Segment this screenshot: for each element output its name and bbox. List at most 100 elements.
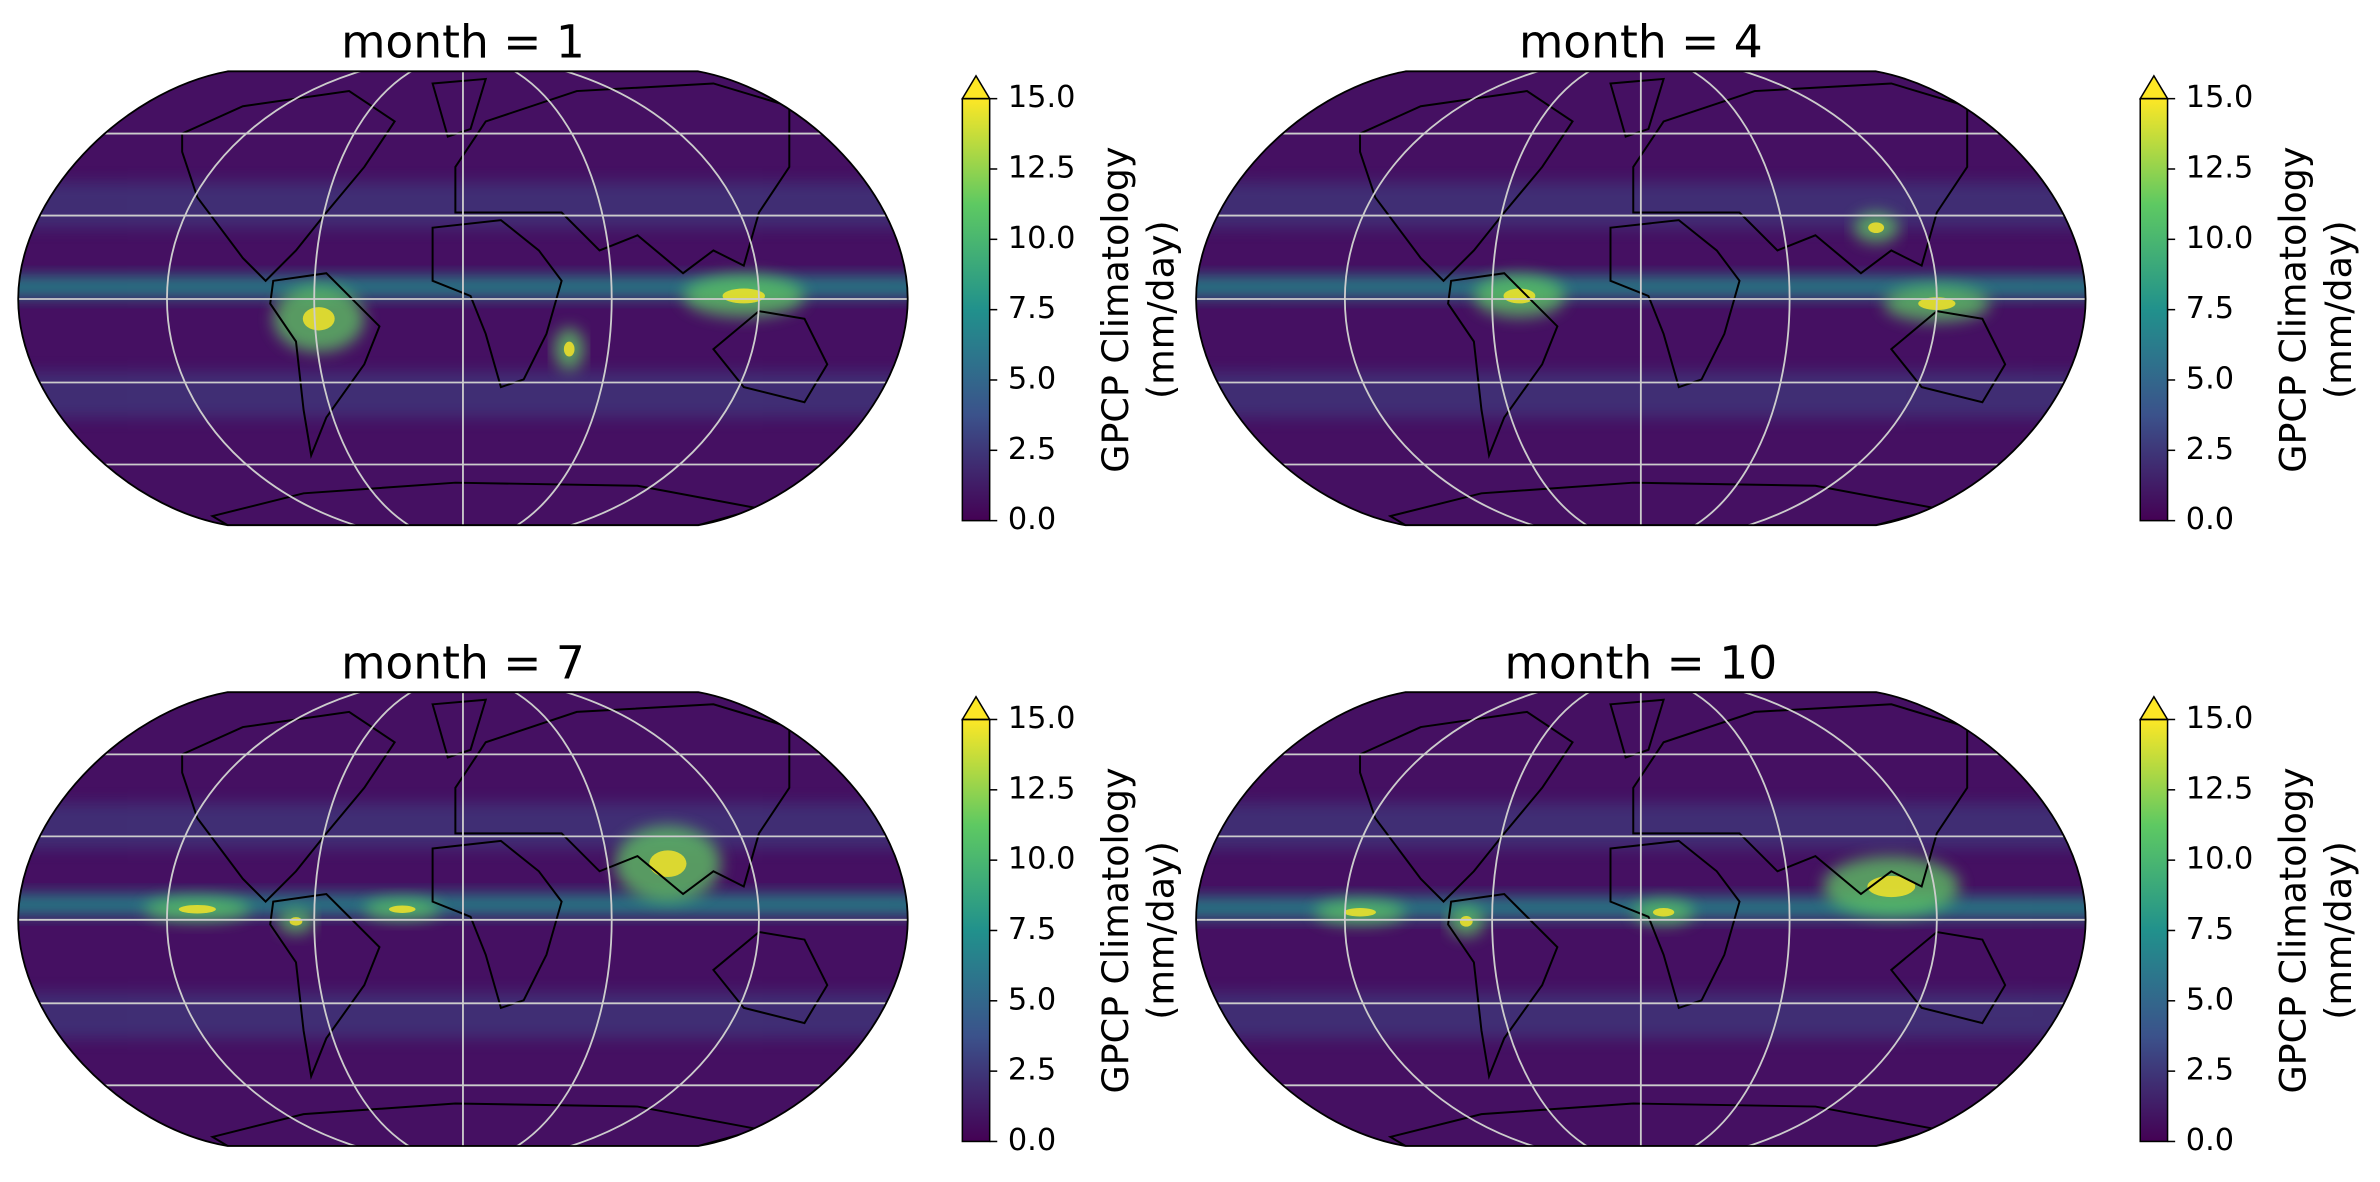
colorbar-label: GPCP Climatology	[2272, 147, 2315, 473]
colorbar-tick-label: 5.0	[1008, 982, 1056, 1017]
coastline	[1387, 481, 1938, 526]
colorbar-tick-label: 12.5	[2186, 771, 2254, 806]
coastline	[1359, 90, 1574, 283]
rain-peak	[1459, 916, 1473, 927]
colorbar-tick-label: 2.5	[2186, 1053, 2234, 1088]
panel: month = 10 0.0 2.5 5.0 7.5 10.0 12.5 15.0 GPCP C…	[1195, 637, 2360, 1158]
graticule	[1491, 71, 1791, 526]
colorbar-tick-label: 15.0	[1008, 80, 1076, 115]
colorbar-tick-label: 7.5	[2186, 912, 2234, 947]
colorbar-tick-label: 0.0	[2186, 502, 2234, 537]
map-border	[17, 70, 909, 527]
coastline	[431, 219, 563, 389]
coastline	[454, 703, 791, 896]
colorbar-extension	[2138, 695, 2169, 721]
rain-peak	[388, 905, 416, 913]
rain-peak	[289, 917, 303, 926]
map	[1196, 692, 2086, 1147]
colorbar-extension	[961, 74, 992, 100]
coastline	[431, 698, 488, 759]
figure-content: month = 1 0.0 2.5 5.0 7.5 10.0 12.5 15.0 GPCP Cl…	[17, 16, 2360, 1158]
panel: month = 1 0.0 2.5 5.0 7.5 10.0 12.5 15.0 GPCP Cl…	[17, 16, 1182, 537]
rain-peak	[302, 307, 335, 331]
graticule	[166, 692, 760, 1147]
colorbar-tick-label: 10.0	[1008, 221, 1076, 256]
colorbar	[2140, 719, 2168, 1142]
rain-peak	[178, 904, 216, 914]
colorbar	[2140, 98, 2168, 521]
colorbar-tick-label: 15.0	[2186, 701, 2254, 736]
colorbar-tick-label: 15.0	[1008, 701, 1076, 736]
colorbar-tick-label: 12.5	[1008, 771, 1076, 806]
panel: month = 7 0.0 2.5 5.0 7.5 10.0 12.5 15.0 GPCP Cl…	[17, 637, 1182, 1158]
coastline	[1632, 703, 1969, 896]
coastline	[181, 710, 397, 904]
colorbar-tick-label: 15.0	[2186, 80, 2254, 115]
panel-title: month = 10	[1504, 637, 1777, 690]
colorbar-tick-label: 0.0	[1008, 1123, 1056, 1158]
coastline	[1632, 82, 1969, 275]
panel-title: month = 7	[341, 637, 585, 690]
colorbar-tick-label: 2.5	[1008, 432, 1056, 467]
colorbar-label: (mm/day)	[2317, 220, 2360, 399]
colorbar-label: (mm/day)	[2317, 841, 2360, 1020]
rain-peak	[563, 341, 575, 357]
colorbar-tick-label: 5.0	[2186, 982, 2234, 1017]
colorbar-label: GPCP Climatology	[1094, 147, 1137, 473]
graticule	[166, 71, 760, 526]
colorbar-label: (mm/day)	[1139, 220, 1182, 399]
coastline	[209, 481, 760, 526]
rain-peak	[1344, 908, 1376, 917]
colorbar	[962, 719, 990, 1142]
colorbar-tick-label: 10.0	[2186, 842, 2254, 877]
colorbar-tick-label: 2.5	[1008, 1053, 1056, 1088]
colorbar-extension	[2138, 74, 2169, 100]
colorbar-label: GPCP Climatology	[2272, 767, 2315, 1093]
colorbar-tick-label: 0.0	[1008, 502, 1056, 537]
colorbar-tick-label: 7.5	[1008, 912, 1056, 947]
coastline	[1609, 698, 1665, 759]
colorbar-tick-label: 10.0	[2186, 221, 2254, 256]
panel: month = 4 0.0 2.5 5.0 7.5 10.0 12.5 15.0 GPCP Cl…	[1195, 16, 2360, 537]
coastline	[1609, 77, 1665, 138]
colorbar-tick-label: 7.5	[1008, 291, 1056, 326]
graticule	[1343, 692, 1938, 1147]
colorbar-tick-label: 7.5	[2186, 291, 2234, 326]
map	[18, 692, 908, 1147]
coastline	[1609, 219, 1741, 389]
map	[18, 71, 908, 526]
colorbar-tick-label: 0.0	[2186, 1123, 2234, 1158]
graticule	[313, 71, 613, 526]
rain-peak	[649, 850, 687, 877]
colorbar-label: GPCP Climatology	[1094, 767, 1137, 1093]
coastline	[454, 82, 791, 275]
colorbar-tick-label: 5.0	[2186, 361, 2234, 396]
panel-title: month = 1	[341, 16, 585, 69]
colorbar-tick-label: 12.5	[1008, 150, 1076, 185]
graticule	[1343, 71, 1938, 526]
colorbar	[962, 98, 990, 521]
map	[1196, 71, 2086, 526]
graticule	[1491, 692, 1791, 1147]
colorbar-extension	[961, 695, 992, 721]
rain-peak	[1652, 908, 1675, 917]
map-border	[1195, 691, 2087, 1147]
rain-peak	[1503, 288, 1536, 304]
coastline	[1359, 710, 1574, 904]
colorbar-tick-label: 2.5	[2186, 432, 2234, 467]
panel-title: month = 4	[1519, 16, 1763, 69]
colorbar-tick-label: 12.5	[2186, 150, 2254, 185]
colorbar-label: (mm/day)	[1139, 841, 1182, 1020]
coastline	[1609, 839, 1741, 1010]
coastline	[209, 1102, 760, 1147]
colorbar-tick-label: 5.0	[1008, 361, 1056, 396]
coastline	[431, 839, 563, 1010]
coastline	[431, 77, 488, 138]
colorbar-tick-label: 10.0	[1008, 842, 1076, 877]
graticule	[313, 692, 613, 1147]
coastline	[181, 90, 397, 283]
map-border	[1195, 70, 2087, 527]
rain-peak	[1868, 222, 1885, 233]
